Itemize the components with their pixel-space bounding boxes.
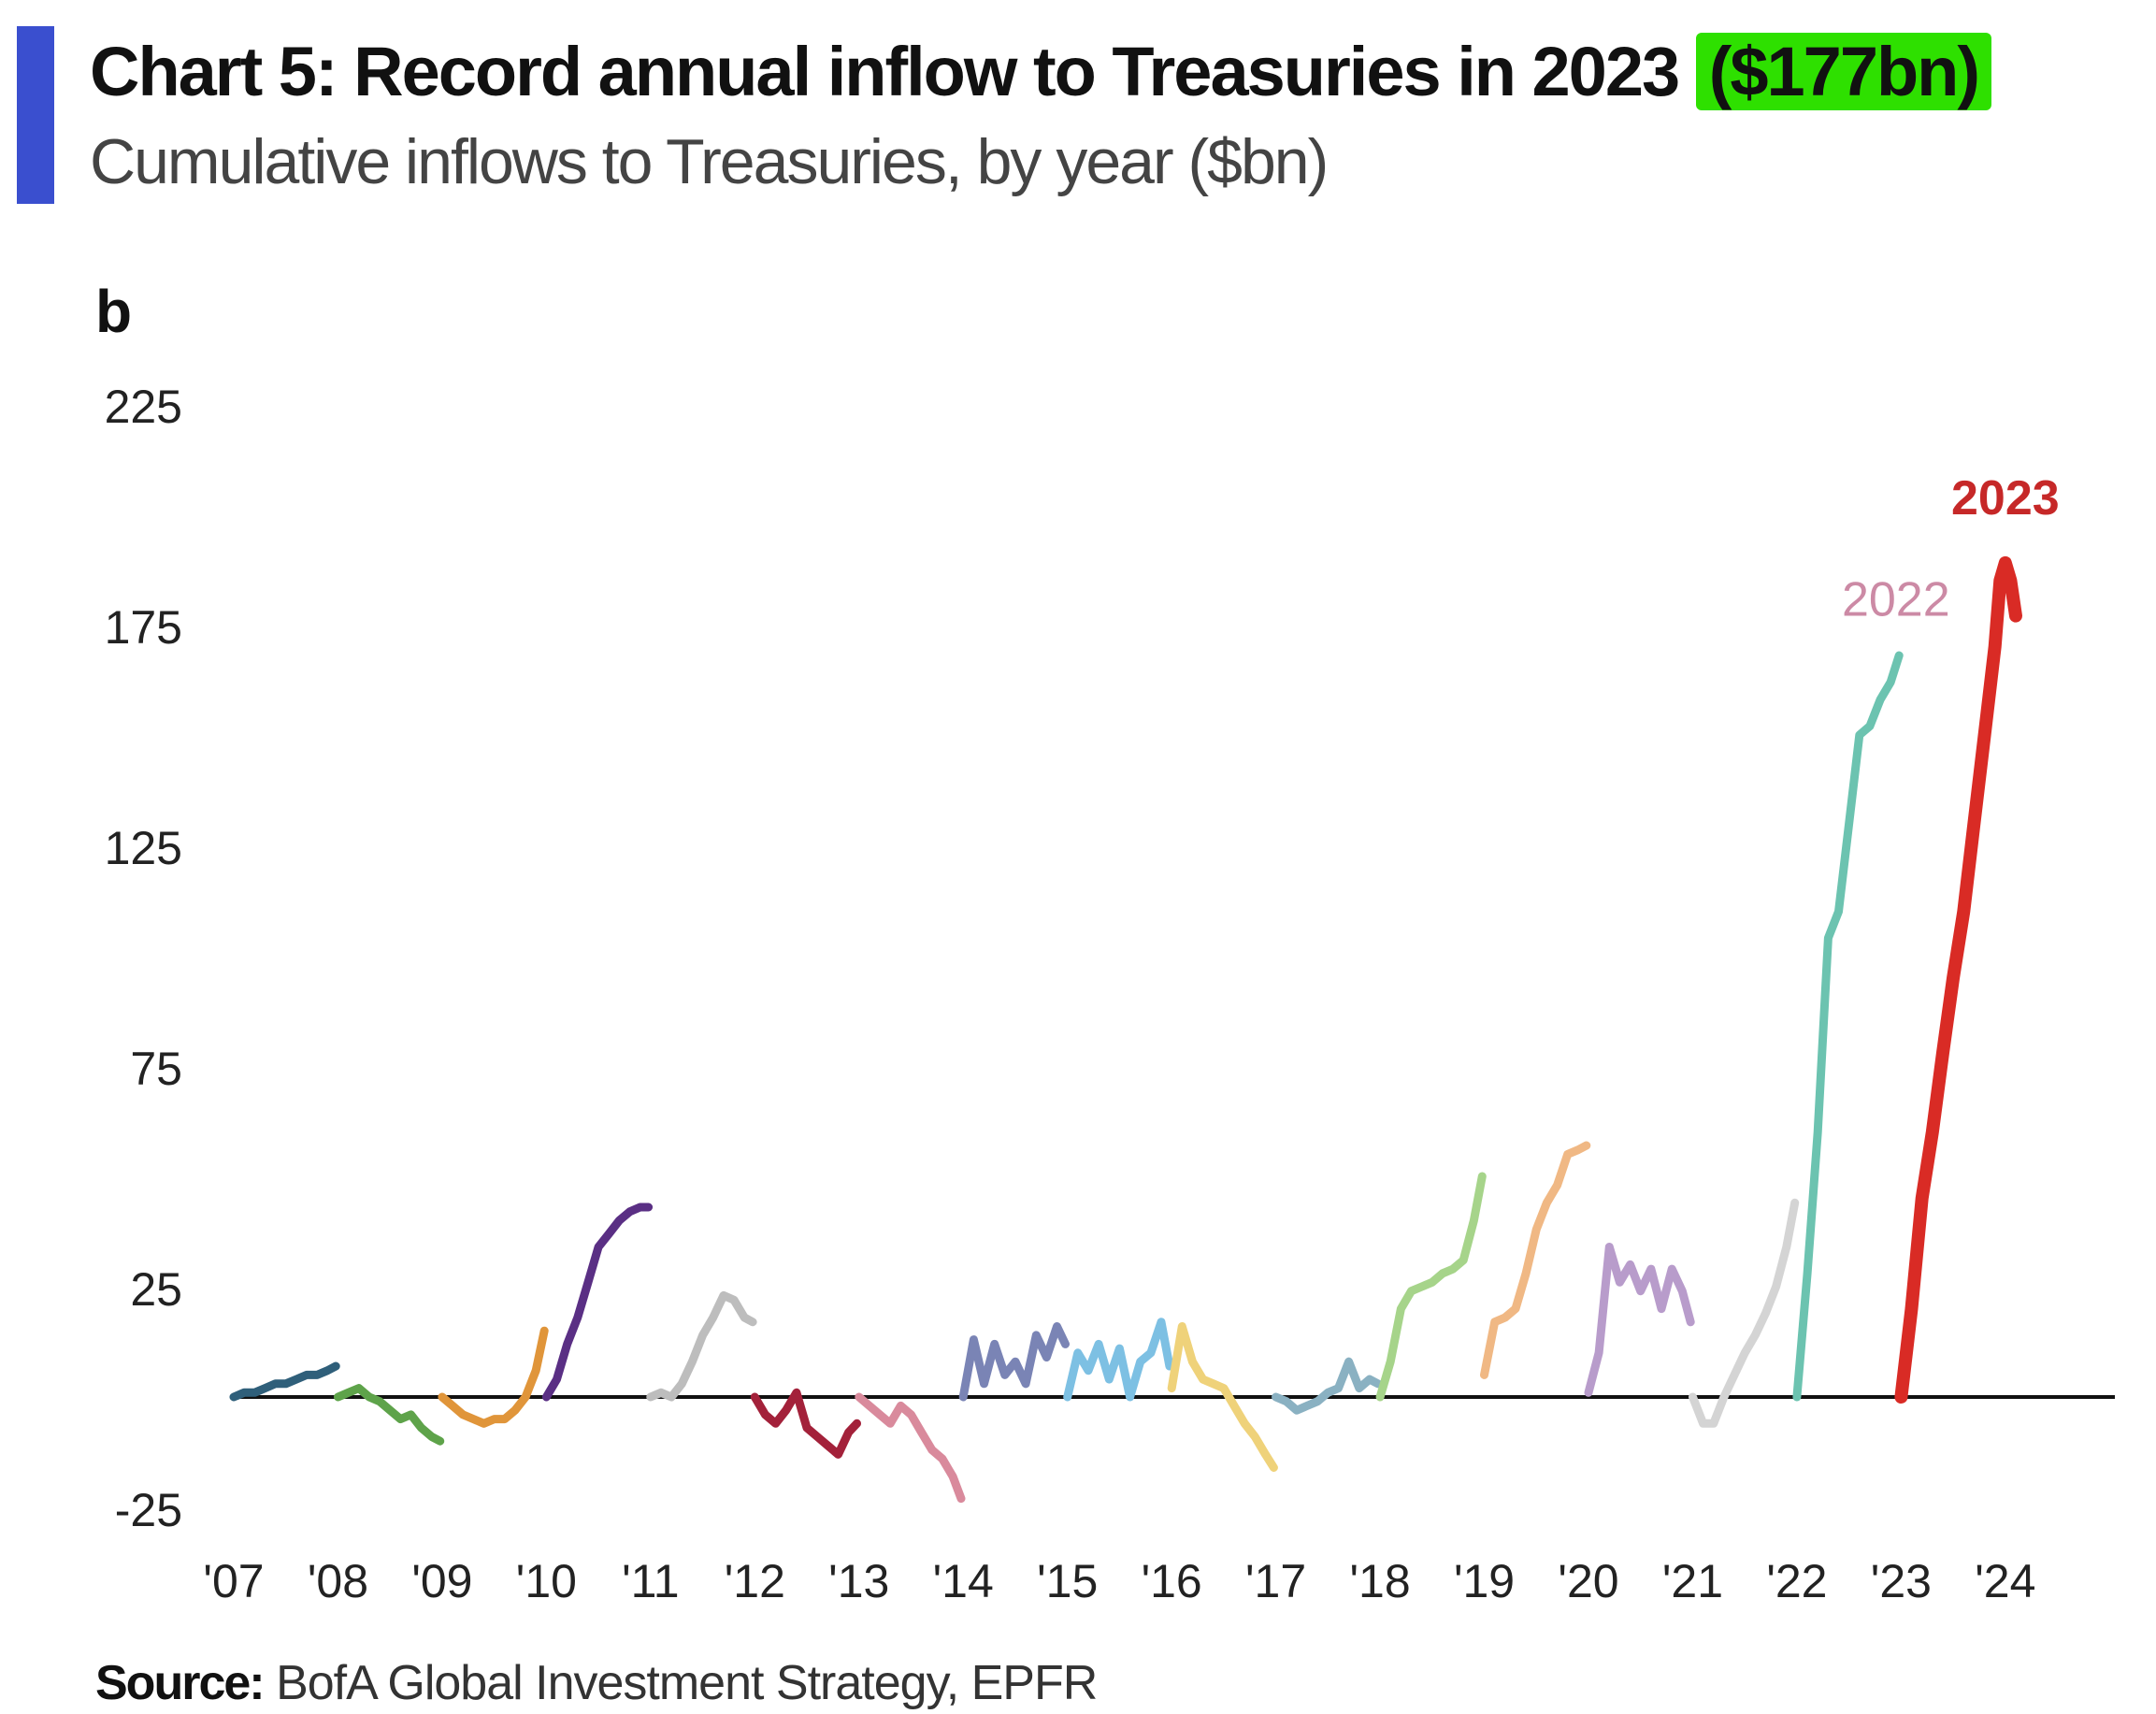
- y-tick-label: 225: [105, 381, 182, 433]
- x-tick-label: '18: [1349, 1555, 1410, 1607]
- series-line-2016: [1167, 1322, 1278, 1472]
- series-line-2014: [958, 1322, 1070, 1402]
- series-line-2019: [1480, 1141, 1591, 1379]
- chart-title: Chart 5: Record annual inflow to Treasur…: [90, 32, 1992, 111]
- series-line-2010: [541, 1203, 654, 1402]
- series-line-2021: [1689, 1198, 1800, 1428]
- series-line-2009: [438, 1326, 549, 1428]
- x-tick-label: '19: [1454, 1555, 1515, 1607]
- series-line-2020: [1584, 1243, 1695, 1397]
- x-tick-label: '23: [1871, 1555, 1932, 1607]
- x-tick-label: '07: [203, 1555, 264, 1607]
- chart-title-highlight: ($177bn): [1695, 33, 1992, 110]
- y-tick-label: 25: [130, 1263, 182, 1316]
- series-line-2011: [646, 1290, 757, 1402]
- y-tick-label: -25: [115, 1484, 182, 1536]
- series-line-2007: [229, 1361, 340, 1402]
- y-tick-label: 175: [105, 601, 182, 654]
- series-line-2023: [1894, 555, 2022, 1404]
- x-tick-label: '13: [828, 1555, 889, 1607]
- x-tick-label: '21: [1662, 1555, 1723, 1607]
- y-axis-unit-label: b: [95, 278, 133, 345]
- x-tick-label: '14: [933, 1555, 994, 1607]
- x-tick-label: '20: [1558, 1555, 1618, 1607]
- series-line-2017: [1272, 1357, 1383, 1415]
- series-line-2015: [1063, 1318, 1174, 1402]
- series-line-2022: [1792, 651, 1904, 1402]
- title-accent-bar: [17, 26, 54, 204]
- annotation-label-2022: 2022: [1842, 573, 1950, 627]
- source-note: Source: BofA Global Investment Strategy,…: [95, 1655, 1098, 1711]
- x-tick-label: '17: [1245, 1555, 1306, 1607]
- x-tick-label: '12: [725, 1555, 785, 1607]
- x-tick-label: '15: [1037, 1555, 1098, 1607]
- annotation-label-2023: 2023: [1951, 471, 2060, 526]
- y-tick-label: 75: [130, 1043, 182, 1095]
- series-line-2012: [750, 1388, 861, 1459]
- x-tick-label: '16: [1142, 1555, 1202, 1607]
- series-line-2018: [1375, 1172, 1487, 1402]
- source-text: BofA Global Investment Strategy, EPFR: [276, 1656, 1098, 1710]
- x-tick-label: '24: [1975, 1555, 2035, 1607]
- x-tick-label: '11: [622, 1555, 679, 1607]
- y-tick-label: 125: [105, 822, 182, 874]
- chart-subtitle: Cumulative inflows to Treasuries, by yea…: [90, 126, 1329, 197]
- chart-title-text: Chart 5: Record annual inflow to Treasur…: [90, 33, 1680, 110]
- x-tick-label: '08: [308, 1555, 368, 1607]
- x-tick-label: '09: [411, 1555, 472, 1607]
- series-line-2013: [855, 1392, 966, 1504]
- x-tick-label: '10: [516, 1555, 577, 1607]
- series-line-2008: [334, 1384, 445, 1446]
- x-tick-label: '22: [1766, 1555, 1827, 1607]
- source-label: Source:: [95, 1656, 266, 1710]
